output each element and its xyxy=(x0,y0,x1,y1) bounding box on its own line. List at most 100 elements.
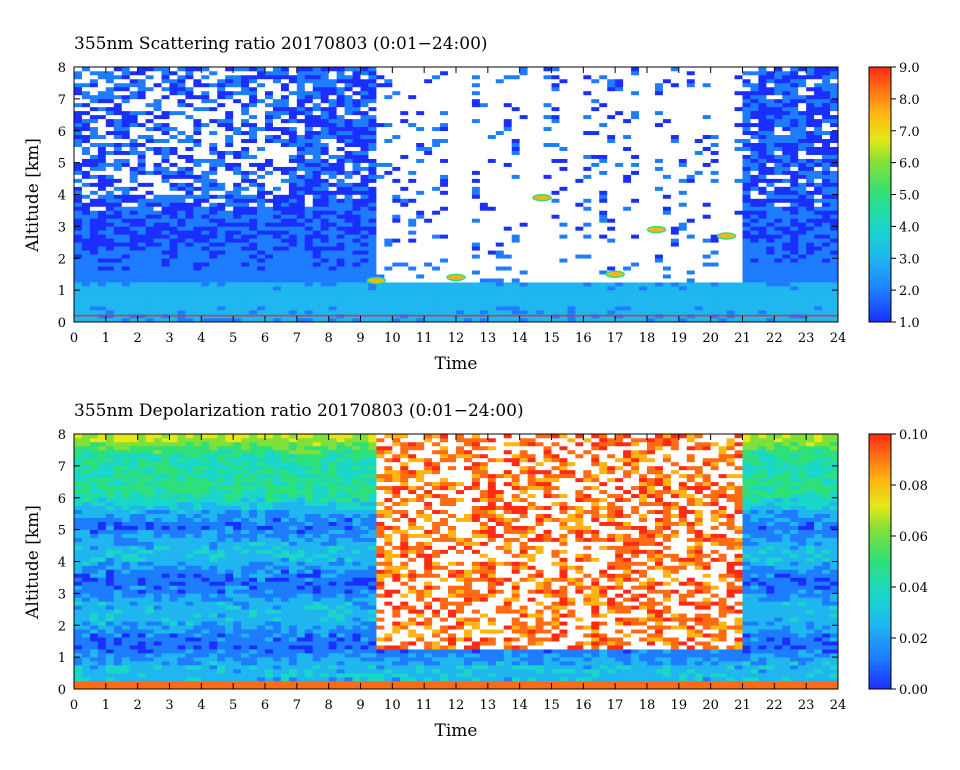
p1-heat-cell xyxy=(121,122,131,128)
p1-heat-cell xyxy=(153,254,162,259)
p1-heat-cell xyxy=(471,262,481,267)
p1-heat-cell xyxy=(551,194,560,199)
p1-heat-cell xyxy=(249,174,258,179)
p1-heat-cell xyxy=(384,154,393,159)
p1-heat-cell xyxy=(392,94,401,100)
p1-heat-cell xyxy=(193,102,202,108)
p1-heat-cell xyxy=(535,78,544,84)
p1-heat-cell xyxy=(607,286,616,291)
p1-heat-cell xyxy=(448,126,457,132)
p1-heat-cell xyxy=(503,286,513,291)
p1-heat-cell xyxy=(463,226,473,231)
p1-heat-cell xyxy=(607,90,616,96)
p1-heat-cell xyxy=(471,266,481,271)
p1-heat-cell xyxy=(352,82,361,88)
p1-heat-cell xyxy=(551,274,560,279)
p1-heat-cell xyxy=(169,298,178,303)
p1-heat-cell xyxy=(97,126,107,132)
p1-heat-cell xyxy=(408,250,417,255)
p1-heat-cell xyxy=(97,70,107,76)
p1-heat-cell xyxy=(432,138,441,143)
p1-heat-cell xyxy=(113,158,123,163)
p1-heat-cell xyxy=(543,294,552,299)
p1-heat-cell xyxy=(185,122,194,128)
p1-heat-cell xyxy=(662,258,672,263)
p1-heat-cell xyxy=(241,158,250,163)
p1-heat-cell xyxy=(121,86,131,92)
p1-heat-cell xyxy=(440,186,449,191)
p1-heat-cell xyxy=(376,202,385,207)
p1-heat-cell xyxy=(495,318,505,322)
p1-heat-cell xyxy=(400,94,409,100)
p1-heat-cell xyxy=(479,290,489,295)
p1-heat-cell xyxy=(265,262,274,267)
p1-heat-cell xyxy=(129,282,138,287)
p1-heat-cell xyxy=(440,86,449,92)
p1-heat-cell xyxy=(121,70,131,76)
p1-heat-cell xyxy=(145,90,154,96)
p1-heat-cell xyxy=(145,262,154,267)
p1-heat-cell xyxy=(352,306,361,311)
p1-heat-cell xyxy=(113,290,123,295)
p1-heat-cell xyxy=(352,254,361,259)
p1-heat-cell xyxy=(320,242,329,247)
p1-heat-cell xyxy=(288,210,298,215)
p1-heat-cell xyxy=(137,154,146,159)
p1-heat-cell xyxy=(503,82,513,88)
p1-heat-cell xyxy=(543,154,552,159)
p1-heat-cell xyxy=(296,162,306,167)
p1-heat-cell xyxy=(137,182,146,187)
p1-heat-cell xyxy=(384,198,393,203)
p1-heat-cell xyxy=(392,78,401,84)
p1-heat-cell xyxy=(129,214,138,219)
p1-heat-cell xyxy=(296,178,306,183)
p1-heat-cell xyxy=(495,74,505,80)
p1-heat-cell xyxy=(591,102,600,108)
p1-heat-cell xyxy=(288,262,298,267)
p1-heat-cell xyxy=(360,202,369,207)
p1-heat-cell xyxy=(145,178,154,183)
p1-heat-cell xyxy=(686,222,696,227)
p1-heat-cell xyxy=(527,90,536,96)
p1-heat-cell xyxy=(137,150,146,155)
p1-heat-cell xyxy=(74,82,83,88)
p1-heat-cell xyxy=(384,242,393,247)
p1-heat-cell xyxy=(448,190,457,195)
p1-heat-cell xyxy=(344,70,353,76)
p1-heat-cell xyxy=(487,174,497,179)
p1-heat-cell xyxy=(583,190,592,195)
p1-heat-cell xyxy=(623,166,632,171)
p1-heat-cell xyxy=(495,98,505,104)
p1-heat-cell xyxy=(241,270,250,275)
p1-heat-cell xyxy=(233,258,242,263)
p1-heat-cell xyxy=(623,98,632,104)
p1-heat-cell xyxy=(487,254,497,259)
p1-heat-cell xyxy=(185,78,194,84)
p1-heat-cell xyxy=(89,258,99,263)
p1-heat-cell xyxy=(583,234,592,239)
p1-heat-cell xyxy=(257,294,266,299)
p1-heat-cell xyxy=(662,102,672,108)
p1-heat-cell xyxy=(456,126,465,132)
p1-heat-cell xyxy=(567,262,576,267)
p1-heat-cell xyxy=(503,210,513,215)
p1-heat-cell xyxy=(654,82,664,88)
p1-heat-cell xyxy=(503,106,513,112)
p1-heat-cell xyxy=(241,282,250,287)
p1-heat-cell xyxy=(185,130,194,136)
p1-heat-cell xyxy=(654,138,664,143)
p1-heat-cell xyxy=(424,126,433,132)
p1-heat-cell xyxy=(471,218,481,223)
p1-heat-cell xyxy=(185,230,194,235)
p1-heat-cell xyxy=(575,110,584,116)
p1-heat-cell xyxy=(615,146,624,151)
p1-heat-cell xyxy=(296,102,306,108)
p1-heat-cell xyxy=(599,262,608,267)
p1-heat-cell xyxy=(623,222,632,227)
p1-heat-cell xyxy=(320,294,329,299)
p1-heat-cell xyxy=(153,258,162,263)
p1-heat-cell xyxy=(400,70,409,76)
p1-heat-cell xyxy=(209,242,218,247)
p1-heat-cell xyxy=(288,214,298,219)
p1-heat-cell xyxy=(479,110,489,116)
